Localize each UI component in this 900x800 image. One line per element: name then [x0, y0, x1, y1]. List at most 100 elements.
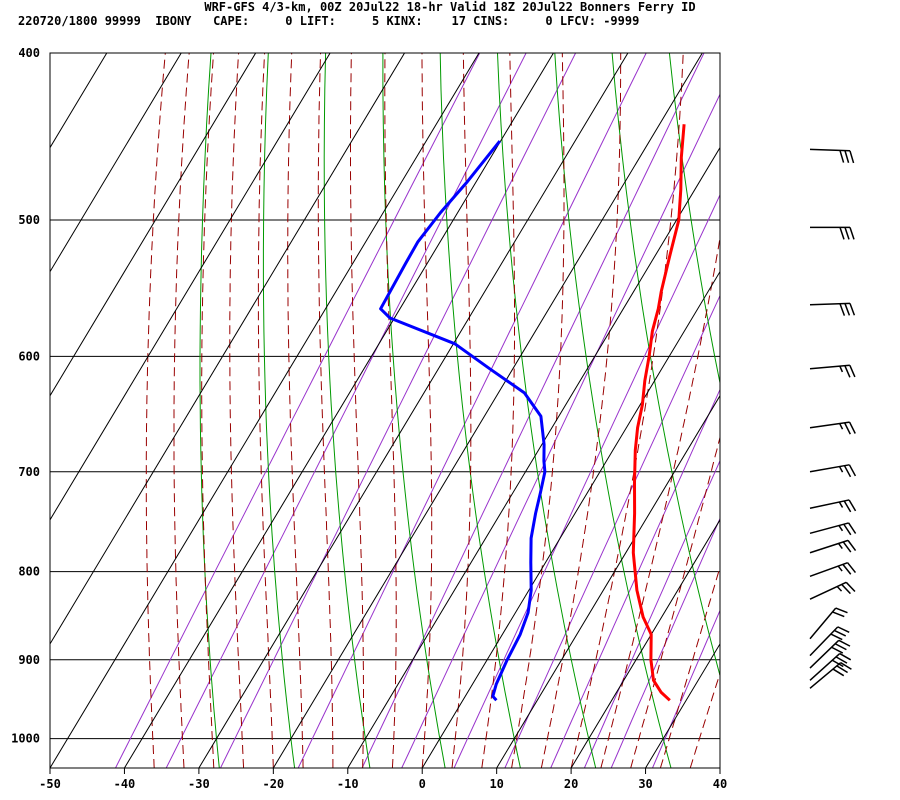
mixing-ratio-line [453, 193, 720, 768]
moist-adiabat [421, 53, 433, 768]
dewpoint-profile [379, 140, 547, 702]
wind-barb-flag [839, 227, 845, 240]
wind-barb-shaft [809, 607, 837, 640]
moist-adiabat [257, 53, 274, 768]
isotherm-line [50, 53, 405, 645]
wind-barb-flag [833, 629, 847, 637]
wind-barb [809, 499, 857, 513]
dry-adiabat [323, 53, 371, 768]
wind-barb-flag [844, 150, 850, 163]
isotherm-line [50, 53, 257, 397]
dry-adiabat [199, 53, 220, 768]
mixing-ratio-line [361, 53, 705, 768]
wind-barb [809, 364, 856, 378]
wind-barb-flag [849, 227, 855, 240]
isotherm-line [496, 394, 720, 768]
wind-barb-flag [847, 539, 857, 551]
y-tick-label: 600 [18, 349, 40, 363]
wind-barb-flag [839, 652, 852, 661]
wind-barb-half-flag [838, 501, 844, 508]
wind-barb [809, 607, 848, 640]
wind-barb [809, 522, 857, 536]
wind-barb-flag [840, 662, 852, 670]
moist-adiabat [659, 565, 720, 768]
y-tick-label: 700 [18, 465, 40, 479]
wind-barb-flag [849, 150, 855, 164]
dry-adiabat [668, 53, 720, 386]
x-tick-label: -20 [262, 777, 284, 791]
y-tick-label: 500 [18, 213, 40, 227]
isotherm-line [272, 53, 703, 768]
dry-adiabat [554, 53, 672, 768]
moist-adiabat [229, 53, 245, 768]
isotherm-line [570, 518, 720, 768]
wind-barb-flag [844, 227, 850, 240]
isotherm-line [421, 270, 720, 768]
y-tick-label: 900 [18, 653, 40, 667]
wind-barb-flag [844, 365, 851, 378]
wind-barb-flag [832, 611, 845, 618]
wind-barb-shaft [809, 581, 847, 600]
y-tick-label: 800 [18, 565, 40, 579]
wind-barb-half-flag [838, 525, 844, 532]
wind-barb-flag [845, 581, 856, 593]
wind-barb-flag [838, 639, 851, 647]
wind-barb [809, 581, 856, 600]
wind-barb [809, 421, 856, 435]
x-tick-label: 0 [419, 777, 426, 791]
wind-barb-shaft [809, 522, 849, 535]
mixing-ratio-line [652, 609, 720, 768]
wind-barb [809, 561, 857, 578]
x-tick-label: 30 [638, 777, 652, 791]
isotherm-line [50, 53, 182, 273]
wind-barb-flag [830, 633, 843, 641]
wind-barb-shaft [809, 364, 850, 370]
x-tick-label: -10 [337, 777, 359, 791]
moist-adiabat [317, 53, 334, 768]
wind-barb-half-flag [839, 423, 844, 430]
axis-layer: 400 500 600 700 800 900 1000 -50 -40 -30 -20 -10 0 10… [11, 46, 727, 791]
wind-barb-flag [848, 522, 857, 534]
x-tick-label: -40 [114, 777, 136, 791]
wind-barb [809, 464, 857, 478]
wind-barb [809, 148, 855, 164]
wind-barb [809, 639, 851, 669]
mixing-ratio-line [550, 388, 720, 768]
wind-barb-shaft [809, 148, 851, 152]
moist-adiabat [630, 435, 720, 768]
wind-barb [809, 626, 850, 657]
moist-adiabat [201, 53, 215, 768]
wind-barb-flag [831, 659, 844, 668]
wind-barb-flag [837, 626, 850, 634]
wind-barb-half-flag [837, 565, 843, 572]
wind-barb-shaft [809, 626, 839, 657]
moist-adiabat [481, 53, 515, 768]
wind-barb-flag [835, 656, 848, 664]
mixing-ratio-line [504, 294, 720, 768]
isotherm-line [50, 53, 108, 149]
dry-adiabat [262, 53, 296, 768]
moist-adiabat [173, 53, 190, 768]
moist-adiabat [287, 53, 304, 768]
moist-adiabat [350, 53, 364, 768]
x-tick-label: 10 [489, 777, 503, 791]
wind-barb-shaft [809, 639, 840, 669]
wind-barb [809, 662, 852, 689]
moist-adiabat [570, 53, 684, 768]
wind-barb-half-flag [839, 365, 844, 373]
mixing-ratio-line [220, 53, 577, 768]
wind-barb [809, 652, 852, 681]
wind-barb-flag [839, 150, 845, 163]
moist-adiabat [384, 53, 397, 768]
wind-barb-flag [831, 646, 844, 654]
isotherm-line [347, 146, 720, 768]
wind-barb-flag [836, 665, 848, 674]
isotherm-line [124, 53, 554, 768]
wind-barb-shaft [809, 421, 850, 429]
wind-barb-shaft [809, 302, 851, 306]
wind-barb-flag [843, 422, 851, 435]
wind-barb-flag [842, 541, 852, 553]
wind-barb-flag [848, 421, 856, 434]
wind-barb-flag [848, 464, 857, 477]
mixing-ratio-line [115, 53, 481, 768]
